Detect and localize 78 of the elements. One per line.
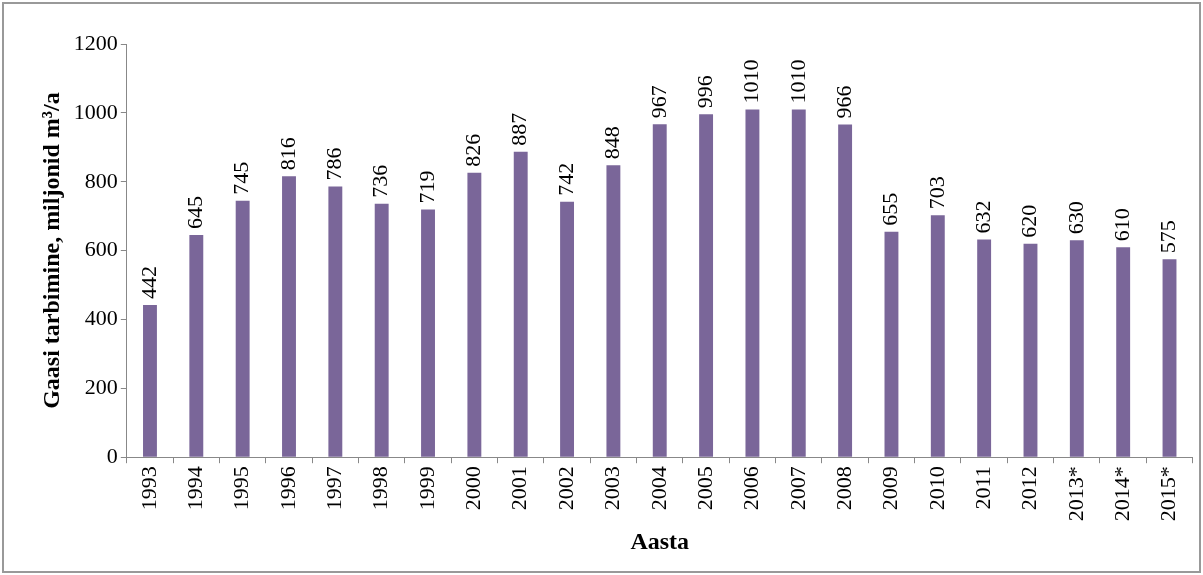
x-tick-label: 2002 xyxy=(552,466,578,511)
bar xyxy=(791,109,806,457)
y-tick-label: 400 xyxy=(84,305,118,331)
x-tick-label: 2009 xyxy=(877,466,903,511)
bar xyxy=(560,201,575,457)
data-label: 816 xyxy=(274,137,300,171)
x-tick-label: 2008 xyxy=(830,466,856,511)
bar xyxy=(606,165,621,457)
x-tick-label: 1999 xyxy=(413,466,439,511)
x-tick-label: 2001 xyxy=(506,466,532,511)
y-tick-label: 600 xyxy=(84,236,118,262)
data-label: 745 xyxy=(228,161,254,195)
x-tick-label: 1994 xyxy=(182,466,208,511)
x-tick-label: 1993 xyxy=(135,466,161,511)
data-label: 630 xyxy=(1062,201,1088,235)
data-label: 442 xyxy=(135,266,161,299)
bar xyxy=(884,231,899,457)
y-tick-label: 1200 xyxy=(73,29,118,55)
data-label: 655 xyxy=(877,192,903,226)
x-tick-label: 2013* xyxy=(1062,466,1088,522)
bar xyxy=(930,215,945,457)
data-label: 742 xyxy=(552,162,578,196)
bar xyxy=(1116,247,1131,457)
data-label: 645 xyxy=(182,196,208,230)
x-tick-label: 2012 xyxy=(1016,466,1042,511)
x-tick-label: 2000 xyxy=(460,466,486,511)
x-tick-label: 2005 xyxy=(691,466,717,511)
bar xyxy=(699,114,714,457)
y-tick-label: 800 xyxy=(84,167,118,193)
data-label: 1010 xyxy=(738,59,764,104)
y-tick-label: 200 xyxy=(84,374,118,400)
bar xyxy=(1069,240,1084,457)
bar xyxy=(1023,243,1038,457)
bar xyxy=(652,124,667,457)
data-label: 632 xyxy=(969,200,995,234)
y-axis-title: Gaasi tarbimine, miljonid m³/a xyxy=(37,92,64,409)
bar xyxy=(977,239,992,457)
data-label: 620 xyxy=(1016,204,1042,238)
x-tick-label: 1997 xyxy=(321,466,347,511)
x-tick-label: 2003 xyxy=(599,466,625,511)
data-label: 966 xyxy=(830,85,856,119)
y-tick-label: 0 xyxy=(106,442,118,468)
x-tick-label: 1996 xyxy=(274,466,300,511)
x-tick-label: 2014* xyxy=(1108,466,1134,522)
x-tick-label: 1998 xyxy=(367,466,393,511)
data-label: 719 xyxy=(413,170,439,204)
data-label: 703 xyxy=(923,176,949,210)
x-tick-label: 2010 xyxy=(923,466,949,511)
x-tick-label: 2007 xyxy=(784,466,810,511)
data-label: 826 xyxy=(460,133,486,167)
data-label: 610 xyxy=(1108,208,1134,242)
x-tick-label: 2015* xyxy=(1155,466,1181,522)
bar xyxy=(189,235,204,457)
data-label: 967 xyxy=(645,85,671,119)
x-tick-label: 2006 xyxy=(738,466,764,511)
bar xyxy=(467,172,482,457)
bar xyxy=(421,209,435,457)
bar xyxy=(838,124,853,457)
data-label: 996 xyxy=(691,75,717,109)
data-label: 575 xyxy=(1155,220,1181,254)
data-label: 848 xyxy=(599,126,625,160)
data-label: 736 xyxy=(367,164,393,198)
data-label: 786 xyxy=(321,147,347,181)
bar xyxy=(328,186,343,457)
bar xyxy=(235,200,250,457)
bar xyxy=(1162,259,1177,457)
data-label: 887 xyxy=(506,112,532,146)
bar xyxy=(745,109,760,457)
data-label: 1010 xyxy=(784,59,810,104)
x-axis-title: Aasta xyxy=(630,527,690,554)
x-tick-label: 2004 xyxy=(645,466,671,511)
bar xyxy=(513,151,528,457)
bar xyxy=(282,176,296,457)
y-tick-label: 1000 xyxy=(73,98,118,124)
x-tick-label: 1995 xyxy=(228,466,254,511)
x-tick-label: 2011 xyxy=(969,466,995,510)
bar xyxy=(143,305,157,457)
bar xyxy=(374,203,389,457)
